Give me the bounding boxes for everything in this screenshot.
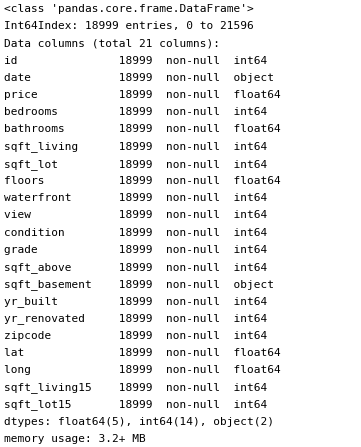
Text: bathrooms        18999  non-null  float64: bathrooms 18999 non-null float64 xyxy=(4,124,281,135)
Text: id               18999  non-null  int64: id 18999 non-null int64 xyxy=(4,55,268,66)
Text: date             18999  non-null  object: date 18999 non-null object xyxy=(4,73,274,83)
Text: yr_built         18999  non-null  int64: yr_built 18999 non-null int64 xyxy=(4,296,268,307)
Text: sqft_living      18999  non-null  int64: sqft_living 18999 non-null int64 xyxy=(4,142,268,152)
Text: dtypes: float64(5), int64(14), object(2): dtypes: float64(5), int64(14), object(2) xyxy=(4,417,274,426)
Text: floors           18999  non-null  float64: floors 18999 non-null float64 xyxy=(4,176,281,186)
Text: sqft_above       18999  non-null  int64: sqft_above 18999 non-null int64 xyxy=(4,262,268,273)
Text: view             18999  non-null  int64: view 18999 non-null int64 xyxy=(4,210,268,220)
Text: grade            18999  non-null  int64: grade 18999 non-null int64 xyxy=(4,245,268,255)
Text: <class 'pandas.core.frame.DataFrame'>: <class 'pandas.core.frame.DataFrame'> xyxy=(4,4,254,14)
Text: sqft_lot         18999  non-null  int64: sqft_lot 18999 non-null int64 xyxy=(4,159,268,170)
Text: Data columns (total 21 columns):: Data columns (total 21 columns): xyxy=(4,38,220,48)
Text: price            18999  non-null  float64: price 18999 non-null float64 xyxy=(4,90,281,100)
Text: zipcode          18999  non-null  int64: zipcode 18999 non-null int64 xyxy=(4,331,268,341)
Text: memory usage: 3.2+ MB: memory usage: 3.2+ MB xyxy=(4,434,146,444)
Text: yr_renovated     18999  non-null  int64: yr_renovated 18999 non-null int64 xyxy=(4,313,268,325)
Text: lat              18999  non-null  float64: lat 18999 non-null float64 xyxy=(4,348,281,358)
Text: sqft_basement    18999  non-null  object: sqft_basement 18999 non-null object xyxy=(4,279,274,290)
Text: Int64Index: 18999 entries, 0 to 21596: Int64Index: 18999 entries, 0 to 21596 xyxy=(4,21,254,31)
Text: long             18999  non-null  float64: long 18999 non-null float64 xyxy=(4,365,281,375)
Text: condition        18999  non-null  int64: condition 18999 non-null int64 xyxy=(4,228,268,237)
Text: sqft_living15    18999  non-null  int64: sqft_living15 18999 non-null int64 xyxy=(4,382,268,393)
Text: waterfront       18999  non-null  int64: waterfront 18999 non-null int64 xyxy=(4,193,268,203)
Text: sqft_lot15       18999  non-null  int64: sqft_lot15 18999 non-null int64 xyxy=(4,400,268,410)
Text: bedrooms         18999  non-null  int64: bedrooms 18999 non-null int64 xyxy=(4,107,268,117)
